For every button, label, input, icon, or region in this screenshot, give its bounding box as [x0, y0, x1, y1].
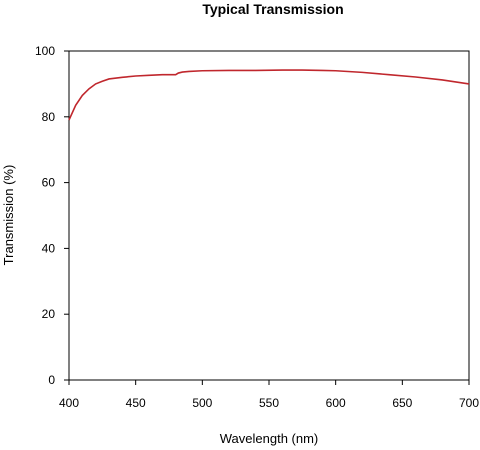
y-tick-label: 80	[42, 110, 56, 124]
y-axis-label: Transmission (%)	[1, 165, 16, 266]
transmission-line	[68, 69, 470, 121]
y-axis-ticks: 0 20 40 60 80 100	[35, 44, 69, 387]
x-tick-label: 650	[392, 396, 412, 410]
x-tick-label: 550	[259, 396, 279, 410]
y-tick-label: 60	[42, 176, 56, 190]
y-tick-label: 40	[42, 241, 56, 255]
x-tick-label: 400	[59, 396, 79, 410]
plot-frame	[68, 50, 470, 381]
x-axis-label: Wavelength (nm)	[220, 431, 319, 446]
x-tick-label: 600	[326, 396, 346, 410]
x-axis-ticks: 400 450 500 550 600 650 700	[59, 380, 479, 410]
y-tick-label: 0	[48, 373, 55, 387]
x-tick-label: 450	[126, 396, 146, 410]
plot-border	[68, 50, 470, 381]
y-tick-label: 20	[42, 307, 56, 321]
x-tick-label: 700	[459, 396, 479, 410]
x-tick-label: 500	[192, 396, 212, 410]
chart-title: Typical Transmission	[202, 1, 343, 17]
y-tick-label: 100	[35, 44, 55, 58]
